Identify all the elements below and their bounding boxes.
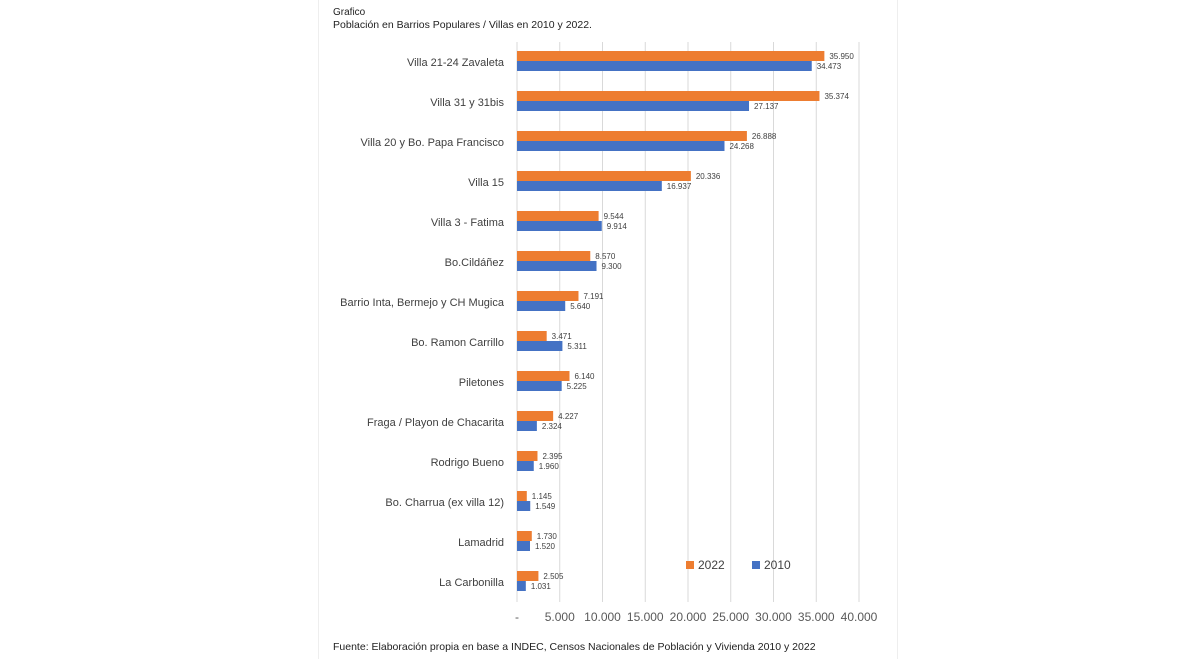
bar-2022: [517, 291, 579, 301]
bar-2022: [517, 51, 825, 61]
data-label: 7.191: [583, 292, 604, 301]
legend-swatch-2010: [752, 561, 760, 569]
bar-2022: [517, 211, 599, 221]
x-tick-label: -: [515, 610, 519, 624]
data-label: 1.145: [532, 492, 553, 501]
data-label: 34.473: [817, 62, 842, 71]
x-tick-label: 40.000: [841, 610, 878, 624]
data-label: 1.549: [535, 502, 556, 511]
x-tick-labels: - 5.000 10.000 15.000 20.000 25.000 30.000 35.0…: [515, 610, 878, 624]
bar-2022: [517, 131, 747, 141]
bar-2010: [517, 501, 531, 511]
grid-lines: [516, 42, 860, 602]
bar-2010: [517, 141, 725, 151]
bar-2010: [517, 581, 526, 591]
category-label: Fraga / Playon de Chacarita: [367, 417, 505, 429]
category-label: Bo. Charrua (ex villa 12): [385, 497, 504, 509]
bar-2022: [517, 411, 554, 421]
category-label: Barrio Inta, Bermejo y CH Mugica: [340, 297, 505, 309]
data-label: 2.395: [542, 452, 563, 461]
data-label: 8.570: [595, 252, 616, 261]
bar-2010: [517, 301, 566, 311]
legend-label: 2022: [698, 558, 725, 572]
bar-2010: [517, 381, 562, 391]
legend-label: 2010: [764, 558, 791, 572]
data-label: 20.336: [696, 172, 721, 181]
data-label: 5.225: [567, 382, 588, 391]
x-tick-label: 25.000: [712, 610, 749, 624]
bar-2022: [517, 571, 539, 581]
data-label: 2.324: [542, 422, 563, 431]
bar-2022: [517, 331, 547, 341]
category-label: Villa 3 - Fatima: [431, 217, 505, 229]
bars: [517, 51, 825, 591]
category-label: Villa 21-24 Zavaleta: [407, 57, 505, 69]
x-tick-label: 30.000: [755, 610, 792, 624]
data-label: 3.471: [552, 332, 573, 341]
data-label: 6.140: [574, 372, 595, 381]
data-label: 2.505: [543, 572, 564, 581]
bar-2010: [517, 61, 812, 71]
category-label: Villa 31 y 31bis: [430, 97, 504, 109]
legend-swatch-2022: [686, 561, 694, 569]
bar-2010: [517, 461, 534, 471]
bar-2022: [517, 171, 691, 181]
data-label: 5.640: [570, 302, 591, 311]
bar-2022: [517, 531, 532, 541]
bar-2022: [517, 251, 591, 261]
x-tick-label: 5.000: [545, 610, 575, 624]
data-label: 1.960: [539, 462, 560, 471]
bar-2010: [517, 341, 563, 351]
bar-2022: [517, 451, 538, 461]
category-label: Villa 20 y Bo. Papa Francisco: [361, 137, 504, 149]
category-label: Bo.Cildáñez: [445, 257, 504, 269]
bar-2010: [517, 261, 597, 271]
category-label: Piletones: [459, 377, 505, 389]
x-tick-label: 20.000: [670, 610, 707, 624]
data-label: 9.300: [602, 262, 623, 271]
x-tick-label: 35.000: [798, 610, 835, 624]
chart-title: Población en Barrios Populares / Villas …: [333, 19, 592, 31]
data-label: 35.374: [824, 92, 849, 101]
bar-2010: [517, 541, 530, 551]
data-label: 1.730: [537, 532, 558, 541]
data-label: 9.914: [607, 222, 628, 231]
data-label: 35.950: [829, 52, 854, 61]
data-label: 16.937: [667, 182, 692, 191]
x-tick-label: 15.000: [627, 610, 664, 624]
data-label: 26.888: [752, 132, 777, 141]
x-tick-label: 10.000: [584, 610, 621, 624]
category-label: La Carbonilla: [439, 577, 505, 589]
bar-2010: [517, 181, 662, 191]
data-label: 27.137: [754, 102, 779, 111]
legend: 2022 2010: [686, 558, 791, 572]
data-label: 4.227: [558, 412, 579, 421]
bar-2022: [517, 491, 527, 501]
chart-label: Grafico: [333, 7, 366, 18]
category-labels: Villa 21-24 Zavaleta Villa 31 y 31bis Vill…: [340, 57, 505, 589]
source-note: Fuente: Elaboración propia en base a IND…: [333, 641, 816, 653]
data-label: 5.311: [567, 342, 587, 351]
bar-2022: [517, 91, 820, 101]
bar-2022: [517, 371, 570, 381]
data-label: 1.520: [535, 542, 556, 551]
data-label: 1.031: [531, 582, 552, 591]
bar-2010: [517, 221, 602, 231]
category-label: Villa 15: [468, 177, 504, 189]
category-label: Bo. Ramon Carrillo: [411, 337, 504, 349]
data-label: 9.544: [604, 212, 625, 221]
bar-2010: [517, 421, 537, 431]
category-label: Rodrigo Bueno: [431, 457, 504, 469]
category-label: Lamadrid: [458, 537, 504, 549]
data-label: 24.268: [729, 142, 754, 151]
bar-2010: [517, 101, 750, 111]
chart-heading: Grafico Población en Barrios Populares /…: [333, 6, 592, 32]
